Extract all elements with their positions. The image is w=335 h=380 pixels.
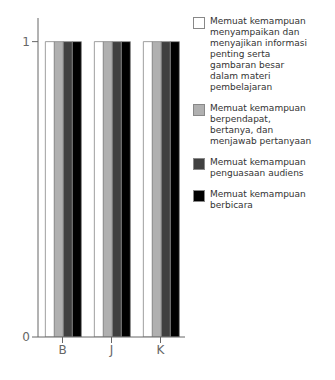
- svg-text:B: B: [58, 343, 66, 357]
- html-text:penting serta: penting serta: [210, 49, 271, 59]
- html-text:dalam materi: dalam materi: [210, 71, 271, 81]
- html-text:Memuat kemampuan: Memuat kemampuan: [210, 103, 306, 113]
- html-text:berbicara: berbicara: [210, 200, 253, 210]
- html-text:Memuat kemampuan: Memuat kemampuan: [210, 189, 306, 199]
- html-text:menjawab pertanyaan: menjawab pertanyaan: [210, 136, 312, 146]
- html-text:Memuat kemampuan: Memuat kemampuan: [210, 157, 306, 167]
- html-text:gambaran besar: gambaran besar: [210, 60, 285, 70]
- svg-text:K: K: [157, 343, 166, 357]
- html-text:Memuat kemampuan: Memuat kemampuan: [210, 16, 306, 26]
- html-text:pembelajaran: pembelajaran: [210, 82, 273, 92]
- html-text:bertanya, dan: bertanya, dan: [210, 125, 274, 135]
- html-text:penguasaan audiens: penguasaan audiens: [210, 168, 304, 178]
- svg-text:J: J: [109, 343, 114, 357]
- html-text:menyampaikan dan: menyampaikan dan: [210, 27, 300, 37]
- html-text:berpendapat,: berpendapat,: [210, 114, 271, 124]
- svg-text:0: 0: [22, 330, 30, 344]
- html-text:menyajikan informasi: menyajikan informasi: [210, 38, 307, 48]
- svg-text:1: 1: [22, 35, 30, 49]
